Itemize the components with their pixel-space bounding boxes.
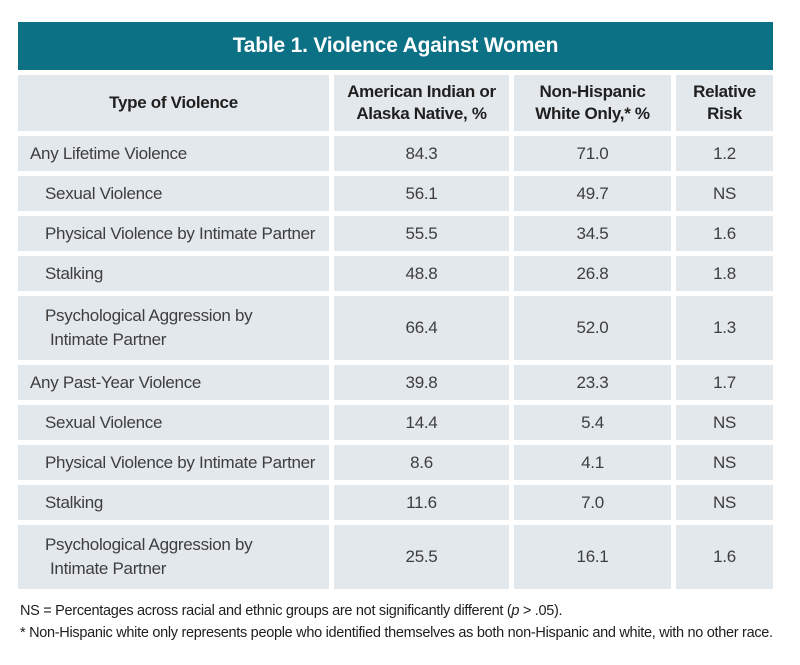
column-header-type-of-violence: Type of Violence [18, 75, 329, 131]
cell-relative-risk-value: NS [676, 176, 773, 211]
cell-aian-value: 84.3 [334, 136, 509, 171]
table-title-bar: Table 1. Violence Against Women [18, 22, 773, 70]
table-grid: Type of Violence American Indian or Alas… [18, 75, 773, 589]
cell-relative-risk-value: 1.6 [676, 216, 773, 251]
cell-aian-value: 14.4 [334, 405, 509, 440]
column-header-non-hispanic-white-only: Non-Hispanic White Only,* % [514, 75, 671, 131]
cell-nhw-value: 52.0 [514, 296, 671, 360]
cell-relative-risk-value: NS [676, 445, 773, 480]
table-footnotes: NS = Percentages across racial and ethni… [20, 600, 773, 644]
cell-aian-value: 56.1 [334, 176, 509, 211]
row-label-stalking-past-year: Stalking [18, 485, 329, 520]
row-label-any-lifetime-violence: Any Lifetime Violence [18, 136, 329, 171]
cell-relative-risk-value: 1.3 [676, 296, 773, 360]
cell-nhw-value: 34.5 [514, 216, 671, 251]
cell-nhw-value: 4.1 [514, 445, 671, 480]
cell-nhw-value: 49.7 [514, 176, 671, 211]
column-header-american-indian-alaska-native: American Indian or Alaska Native, % [334, 75, 509, 131]
cell-nhw-value: 26.8 [514, 256, 671, 291]
cell-nhw-value: 16.1 [514, 525, 671, 589]
violence-against-women-table: Table 1. Violence Against Women Type of … [18, 22, 773, 589]
cell-relative-risk-value: NS [676, 405, 773, 440]
row-label-psychological-aggression-past-year: Psychological Aggression by Intimate Part… [18, 525, 329, 589]
row-label-physical-violence-past-year: Physical Violence by Intimate Partner [18, 445, 329, 480]
row-label-physical-violence-lifetime: Physical Violence by Intimate Partner [18, 216, 329, 251]
row-label-psychological-aggression-lifetime: Psychological Aggression by Intimate Part… [18, 296, 329, 360]
row-label-sexual-violence-past-year: Sexual Violence [18, 405, 329, 440]
row-label-sexual-violence-lifetime: Sexual Violence [18, 176, 329, 211]
cell-nhw-value: 7.0 [514, 485, 671, 520]
cell-aian-value: 66.4 [334, 296, 509, 360]
cell-nhw-value: 5.4 [514, 405, 671, 440]
italic-p: p [511, 603, 520, 619]
row-label-any-past-year-violence: Any Past-Year Violence [18, 365, 329, 400]
cell-aian-value: 39.8 [334, 365, 509, 400]
cell-relative-risk-value: 1.2 [676, 136, 773, 171]
column-header-relative-risk: Relative Risk [676, 75, 773, 131]
row-label-stalking-lifetime: Stalking [18, 256, 329, 291]
cell-aian-value: 11.6 [334, 485, 509, 520]
footnote-asterisk: * Non-Hispanic white only represents peo… [20, 625, 773, 641]
cell-relative-risk-value: 1.6 [676, 525, 773, 589]
cell-relative-risk-value: 1.7 [676, 365, 773, 400]
cell-relative-risk-value: NS [676, 485, 773, 520]
footnote-ns: NS = Percentages across racial and ethni… [20, 603, 563, 619]
cell-relative-risk-value: 1.8 [676, 256, 773, 291]
cell-aian-value: 25.5 [334, 525, 509, 589]
cell-aian-value: 8.6 [334, 445, 509, 480]
cell-aian-value: 48.8 [334, 256, 509, 291]
table-title: Table 1. Violence Against Women [232, 34, 559, 57]
cell-nhw-value: 71.0 [514, 136, 671, 171]
cell-aian-value: 55.5 [334, 216, 509, 251]
cell-nhw-value: 23.3 [514, 365, 671, 400]
